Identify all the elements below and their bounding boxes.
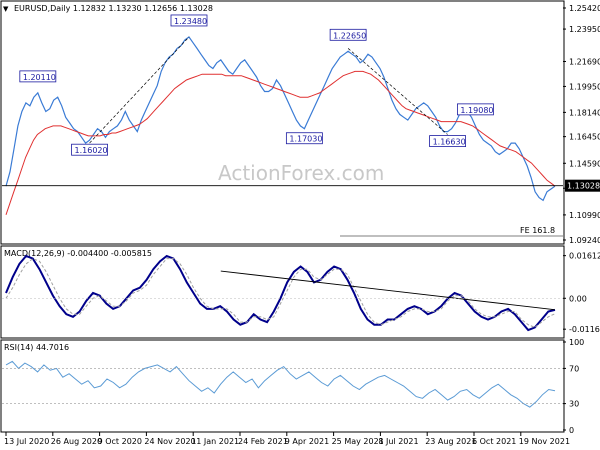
x-tick-label: 19 Nov 2021: [519, 437, 570, 446]
annotation-label: 1.20110: [23, 73, 56, 82]
annotation-label: 1.22650: [333, 31, 366, 40]
annotation-box: [19, 70, 57, 83]
x-tick-label: 26 Aug 2020: [51, 437, 102, 446]
annotation-box: [429, 135, 466, 147]
series-line: [5, 70, 556, 215]
y-tick-label: 1.21690: [569, 57, 600, 66]
x-tick-label: 23 Aug 2021: [425, 437, 476, 446]
x-tick-label: 24 Nov 2020: [144, 437, 195, 446]
price-marker-box: [565, 179, 600, 192]
annotation-label: 1.16630: [433, 138, 466, 147]
x-tick-label: 24 Feb 2021: [238, 437, 288, 446]
y-tick-label: 1.16450: [569, 133, 600, 142]
series-line: [5, 360, 556, 408]
annotation-label: 1.17030: [289, 135, 322, 144]
y-tick-label: 70: [569, 364, 579, 373]
series-line: [5, 258, 556, 328]
fib-label: FE 161.8: [520, 226, 555, 235]
watermark: ActionForex.com: [218, 161, 384, 185]
x-tick-label: 8 Jul 2021: [378, 437, 418, 446]
x-tick-label: 6 Oct 2021: [472, 437, 516, 446]
price-plot: FE 161.8 1.20110 1.16020 1.23480 1.17030 1.22…: [2, 14, 563, 237]
y-tick-label: 0: [569, 426, 574, 435]
macd-trendline: [220, 270, 555, 311]
x-tick-label: 9 Oct 2020: [98, 437, 142, 446]
macd-plot: [2, 254, 563, 332]
x-tick-label: 11 Jan 2021: [191, 437, 239, 446]
annotation-box: [71, 143, 108, 156]
price-panel-header: EURUSD,Daily 1.12832 1.13230 1.12656 1.1…: [14, 4, 213, 13]
annotation-label: 1.16020: [75, 146, 108, 155]
dropdown-triangle-icon[interactable]: ▼: [3, 5, 9, 13]
y-tick-label: 0.00: [569, 294, 587, 303]
y-tick-label: 1.09240: [569, 236, 600, 245]
y-tick-label: -0.011681: [569, 325, 600, 334]
y-tick-label: 0.016122: [569, 252, 600, 261]
macd-panel-header: MACD(12,26,9) -0.004400 -0.005815: [4, 249, 152, 258]
price-trendline: [89, 36, 190, 144]
y-tick-label: 1.23950: [569, 25, 600, 34]
rsi-panel-frame: [0, 339, 565, 433]
price-marker-label: 1.13028: [567, 182, 600, 191]
y-tick-label: 1.19950: [569, 82, 600, 91]
x-tick-label: 9 Apr 2021: [285, 437, 329, 446]
y-tick-label: 1.10990: [569, 211, 600, 220]
x-tick-label: 13 Jul 2020: [4, 437, 49, 446]
price-trendline: [347, 48, 448, 135]
rsi-panel-header: RSI(14) 44.7016: [4, 343, 69, 352]
x-tick-label: 25 May 2021: [332, 437, 384, 446]
price-panel-frame: [0, 0, 565, 245]
axes: 1.25420 1.23950 1.21690 1.19950 1.18140 1.164…: [4, 4, 600, 446]
y-tick-label: 100: [569, 338, 584, 347]
annotation-box: [285, 132, 323, 145]
annotation-label: 1.23480: [174, 17, 207, 26]
rsi-plot: [2, 360, 563, 408]
annotation-box: [457, 103, 494, 116]
y-tick-label: 1.14590: [569, 159, 600, 168]
annotation-label: 1.19080: [460, 106, 493, 115]
y-tick-label: 30: [569, 400, 579, 409]
annotation-box: [170, 14, 208, 27]
y-tick-label: 1.25420: [569, 4, 600, 13]
annotation-box: [329, 28, 367, 41]
y-tick-label: 1.18140: [569, 108, 600, 117]
